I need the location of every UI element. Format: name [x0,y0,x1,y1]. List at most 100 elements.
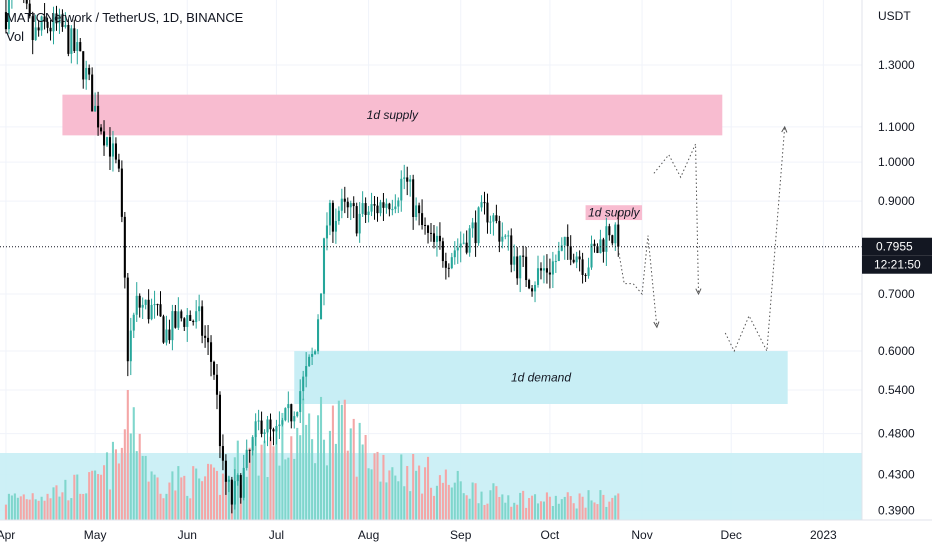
volume-bar [4,504,7,520]
candle-body [177,311,180,328]
volume-bar [308,413,311,520]
volume-bar [147,481,150,520]
candle-body [516,256,519,279]
volume-bar [88,472,91,520]
volume-bar [43,500,46,520]
projection-arrowhead [695,288,702,296]
candle-body [43,16,46,22]
candle-body [385,203,388,208]
volume-bar [31,493,34,520]
candle-body [346,201,349,208]
candle-body [129,330,132,362]
volume-bar [79,493,82,520]
volume-bar [590,500,593,520]
volume-bar [593,502,596,520]
candle-body [141,304,144,308]
candle-body [438,235,441,242]
volume-bar [334,443,337,520]
volume-bar [159,493,162,520]
volume-bar [438,475,441,520]
candle-body [25,0,28,4]
candle-body [551,261,554,275]
candle-body [406,177,409,182]
candle-body [424,224,427,226]
volume-bar [105,452,109,520]
volume-bar [317,415,320,520]
volume-bar [123,429,126,520]
candle-body [545,268,548,273]
volume-bar [447,484,450,520]
candle-body [49,27,52,32]
volume-bar [614,495,617,520]
volume-bar [563,496,566,520]
candle-body [257,420,260,422]
candle-body [287,404,290,409]
candle-body [218,394,221,447]
candle-body [82,51,85,80]
candle-body [444,261,447,268]
candle-body [528,280,531,289]
candle-body [201,306,204,336]
volume-bar [46,493,49,520]
volume-bar [281,412,284,520]
volume-bar [186,495,189,520]
candle-body [165,329,168,343]
candle-body [117,159,120,169]
volume-bar [117,463,120,520]
candle-body [183,318,186,327]
candle-body [70,28,73,54]
volume-bar [379,481,382,520]
volume-bar [183,475,186,520]
zone-label: 1d supply [367,108,419,122]
candle-body [435,235,438,242]
volume-bar [52,487,55,520]
time-tick-label: Aug [358,528,379,542]
volume-bar [471,482,474,520]
volume-bar [421,493,424,520]
candle-body [284,408,287,421]
volume-bar [257,475,260,520]
candle-body [429,232,433,234]
volume-bar [575,508,578,520]
candle-body [486,202,489,223]
volume-bar [617,493,620,520]
volume-bar [227,476,230,520]
volume-bar [370,469,373,520]
candles-layer [4,0,620,514]
volume-bar [477,503,480,520]
volume-bar [409,491,412,520]
volume-indicator-label: Vol [6,29,25,44]
volume-bar [441,482,444,520]
candle-body [382,202,385,208]
volume-bar [322,439,326,520]
chart-title: MATICNetwork / TetherUS, 1D, BINANCE [6,10,244,25]
time-axis-background [0,520,932,550]
volume-bar [403,486,406,520]
candle-body [275,426,278,432]
candle-body [355,206,358,234]
candle-body [542,268,545,271]
volume-bar [135,451,138,520]
candle-body [617,224,620,247]
candle-body [102,131,106,146]
candle-body [7,0,10,30]
candle-body [522,255,525,257]
candle-body [400,178,403,201]
volume-bar [528,498,531,520]
volume-bar [429,487,433,520]
volume-bar [355,476,358,520]
last-price-tag [862,237,932,256]
volume-bar [611,497,614,520]
volume-bar [539,501,543,520]
candle-body [248,449,251,451]
volume-bar [498,496,501,520]
candle-body [293,416,296,422]
volume-bars [4,390,620,520]
candle-body [507,235,510,237]
supply-zone [585,205,643,221]
candle-body [379,202,382,214]
candle-body [391,209,394,211]
